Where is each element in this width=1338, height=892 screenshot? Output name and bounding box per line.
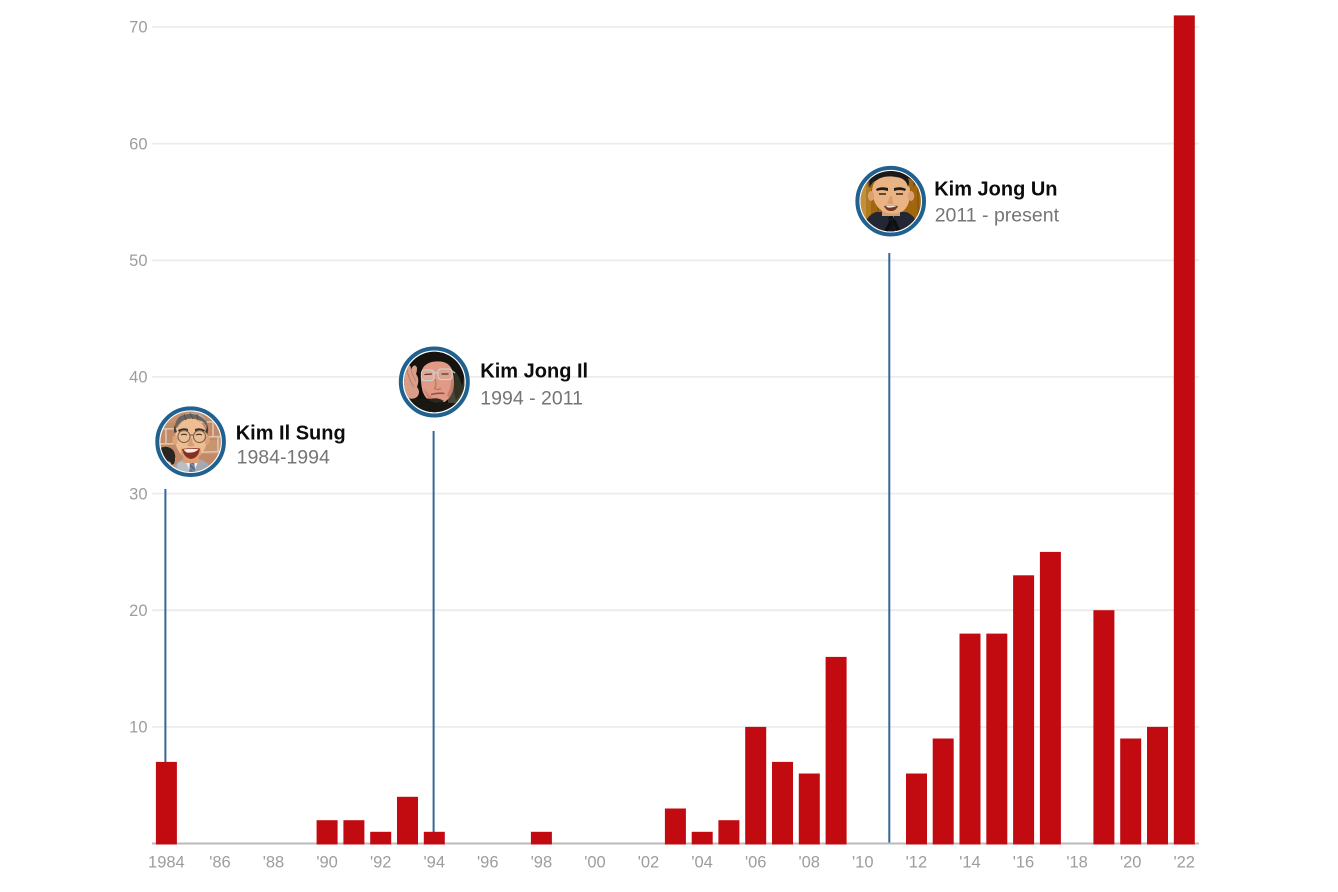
svg-text:Kim Jong Il: Kim Jong Il xyxy=(480,361,588,383)
svg-text:1994 - 2011: 1994 - 2011 xyxy=(480,387,583,409)
svg-text:'02: '02 xyxy=(638,854,660,872)
svg-text:70: 70 xyxy=(129,19,147,37)
svg-text:'06: '06 xyxy=(745,854,767,872)
svg-text:1984-1994: 1984-1994 xyxy=(237,447,330,469)
svg-text:2011 - present: 2011 - present xyxy=(935,204,1060,226)
svg-text:'20: '20 xyxy=(1120,854,1142,872)
svg-text:'10: '10 xyxy=(852,854,874,872)
svg-text:'12: '12 xyxy=(906,854,928,872)
svg-text:'08: '08 xyxy=(798,854,820,872)
svg-text:40: 40 xyxy=(129,369,147,387)
svg-text:'90: '90 xyxy=(316,854,338,872)
svg-text:'88: '88 xyxy=(263,854,285,872)
svg-text:'94: '94 xyxy=(424,854,446,872)
svg-text:50: 50 xyxy=(129,252,147,270)
svg-text:'96: '96 xyxy=(477,854,499,872)
svg-text:Kim Il Sung: Kim Il Sung xyxy=(236,423,346,445)
svg-text:1984: 1984 xyxy=(148,854,185,872)
svg-text:'98: '98 xyxy=(531,854,553,872)
svg-text:'16: '16 xyxy=(1013,854,1035,872)
svg-text:'04: '04 xyxy=(691,854,713,872)
svg-text:30: 30 xyxy=(129,485,147,503)
svg-text:'86: '86 xyxy=(209,854,231,872)
svg-text:60: 60 xyxy=(129,135,147,153)
svg-text:'00: '00 xyxy=(584,854,606,872)
svg-text:'22: '22 xyxy=(1173,854,1195,872)
svg-text:20: 20 xyxy=(129,602,147,620)
svg-text:'18: '18 xyxy=(1066,854,1088,872)
svg-text:'92: '92 xyxy=(370,854,392,872)
svg-text:'14: '14 xyxy=(959,854,981,872)
svg-text:10: 10 xyxy=(129,719,147,737)
svg-text:Kim Jong Un: Kim Jong Un xyxy=(934,178,1057,200)
